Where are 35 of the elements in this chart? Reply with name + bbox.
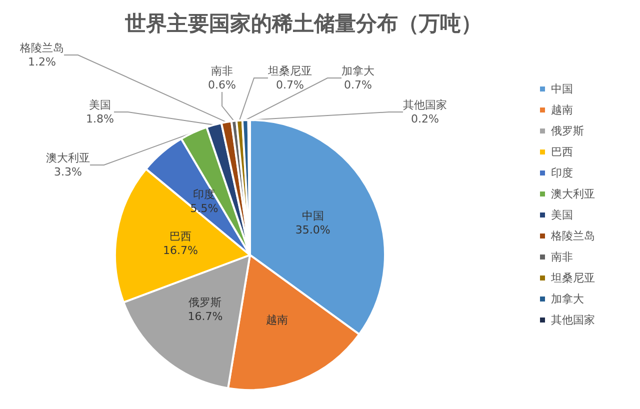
data-label: 3.3% — [54, 166, 82, 178]
chart-title: 世界主要国家的稀土储量分布（万吨） — [124, 12, 482, 36]
legend-label: 格陵兰岛 — [550, 230, 595, 242]
slice-label: 俄罗斯 — [188, 296, 222, 309]
data-label: 16.7% — [163, 244, 198, 257]
data-label: 0.7% — [344, 78, 372, 92]
legend-label: 越南 — [551, 104, 573, 116]
data-label: 1.8% — [86, 112, 114, 126]
slice-label: 印度 — [193, 188, 216, 201]
slice-label: 格陵兰岛 — [19, 42, 64, 54]
legend-label: 其他国家 — [551, 314, 595, 326]
legend-label: 加拿大 — [551, 292, 584, 306]
data-label: 16.7% — [188, 310, 223, 323]
slice-label: 坦桑尼亚 — [267, 64, 312, 78]
data-label: 35.0% — [295, 223, 330, 236]
legend-label: 中国 — [551, 82, 573, 96]
legend-label: 俄罗斯 — [551, 124, 584, 138]
slice-label: 南非 — [211, 64, 233, 78]
slice-label: 加拿大 — [342, 64, 374, 78]
data-label: 1.2% — [28, 56, 56, 68]
legend-label: 印度 — [551, 166, 573, 180]
slice-label: 中国 — [302, 209, 324, 222]
legend-label: 南非 — [551, 250, 573, 264]
data-label: 0.7% — [276, 78, 304, 92]
slice-label: 越南 — [266, 314, 288, 327]
legend-label: 巴西 — [551, 146, 573, 158]
slice-label: 澳大利亚 — [46, 152, 90, 164]
legend-label: 美国 — [551, 208, 573, 222]
data-label: 0.2% — [411, 112, 439, 126]
slice-label: 美国 — [89, 98, 111, 112]
legend-label: 坦桑尼亚 — [550, 272, 595, 284]
data-label: 0.6% — [208, 78, 236, 92]
slice-label: 其他国家 — [403, 98, 447, 112]
slice-label: 巴西 — [169, 230, 192, 243]
legend-label: 澳大利亚 — [551, 188, 595, 200]
